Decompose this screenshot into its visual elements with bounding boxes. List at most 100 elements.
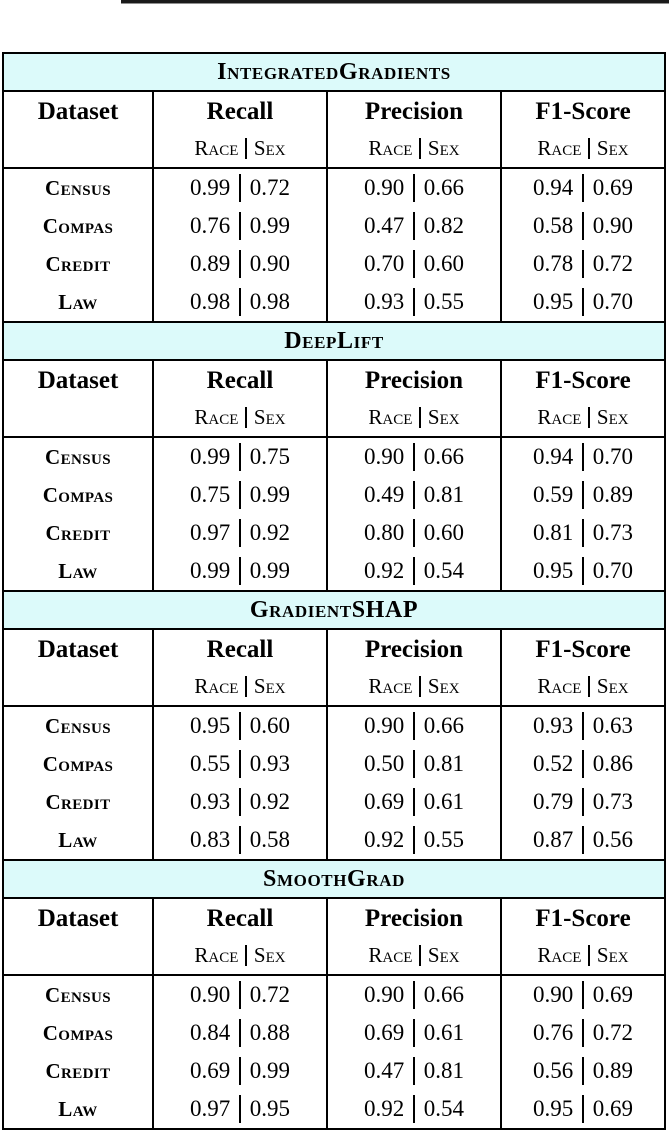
table-header-row: Dataset Recall Race Sex Precision Race S… — [4, 92, 664, 169]
dataset-name: Census — [45, 444, 111, 469]
subheader-race-sex: Race Sex — [368, 401, 459, 433]
f1-sex-value: 0.70 — [592, 444, 633, 469]
divider-bar-icon — [245, 406, 247, 428]
divider-bar-icon — [419, 944, 421, 966]
table-row: Credit 0.97 0.92 0.80 0.60 0.81 0.73 — [4, 514, 664, 552]
sex-label: Sex — [596, 405, 629, 429]
divider-bar-icon — [239, 981, 241, 1009]
subheader-race-sex: Race Sex — [368, 132, 459, 164]
dataset-name: Compas — [42, 213, 114, 238]
precision-sex-value: 0.81 — [423, 1058, 464, 1083]
metric-cell-precision: 0.92 0.55 — [328, 821, 502, 859]
precision-sex-value: 0.54 — [423, 558, 464, 583]
race-label: Race — [537, 943, 582, 967]
precision-sex-value: 0.61 — [423, 1020, 464, 1045]
dataset-cell: Law — [4, 283, 154, 321]
metric-cell-precision: 0.92 0.54 — [328, 1090, 502, 1128]
table-header-row: Dataset Recall Race Sex Precision Race S… — [4, 630, 664, 707]
f1-sex-value: 0.73 — [592, 520, 633, 545]
metric-cell-precision: 0.90 0.66 — [328, 707, 502, 745]
recall-race-value: 0.89 — [190, 251, 231, 276]
recall-sex-value: 0.72 — [249, 175, 290, 200]
subheader-race-sex: Race Sex — [194, 132, 285, 164]
precision-sex-value: 0.66 — [423, 175, 464, 200]
precision-race-value: 0.92 — [364, 1096, 405, 1121]
precision-sex-value: 0.54 — [423, 1096, 464, 1121]
f1-sex-value: 0.89 — [592, 1058, 633, 1083]
column-header-f1-score: F1-Score Race Sex — [502, 92, 664, 167]
f1-race-value: 0.95 — [533, 558, 574, 583]
dataset-cell: Law — [4, 1090, 154, 1128]
dataset-name: Compas — [42, 751, 114, 776]
recall-sex-value: 0.99 — [249, 558, 290, 583]
race-label: Race — [194, 674, 239, 698]
divider-bar-icon — [245, 675, 247, 697]
recall-race-value: 0.97 — [190, 1096, 231, 1121]
f1-sex-value: 0.72 — [592, 1020, 633, 1045]
precision-race-value: 0.69 — [364, 789, 405, 814]
recall-race-value: 0.95 — [190, 713, 231, 738]
race-label: Race — [537, 405, 582, 429]
method-band: SmoothGrad — [4, 861, 664, 899]
divider-bar-icon — [588, 675, 590, 697]
metric-cell-f1: 0.52 0.86 — [502, 745, 664, 783]
precision-sex-value: 0.55 — [423, 827, 464, 852]
divider-bar-icon — [413, 712, 415, 740]
divider-bar-icon — [582, 1019, 584, 1047]
precision-race-value: 0.90 — [364, 982, 405, 1007]
divider-bar-icon — [413, 1019, 415, 1047]
precision-sex-value: 0.60 — [423, 520, 464, 545]
metric-cell-f1: 0.59 0.89 — [502, 476, 664, 514]
sex-label: Sex — [596, 136, 629, 160]
divider-bar-icon — [239, 557, 241, 585]
divider-bar-icon — [413, 212, 415, 240]
f1-race-value: 0.52 — [533, 751, 574, 776]
precision-race-value: 0.50 — [364, 751, 405, 776]
divider-bar-icon — [582, 1057, 584, 1085]
dataset-cell: Law — [4, 821, 154, 859]
divider-bar-icon — [413, 1057, 415, 1085]
dataset-cell: Compas — [4, 207, 154, 245]
race-label: Race — [194, 943, 239, 967]
metric-cell-precision: 0.47 0.81 — [328, 1052, 502, 1090]
metric-cell-f1: 0.93 0.63 — [502, 707, 664, 745]
divider-bar-icon — [413, 1095, 415, 1123]
dataset-name: Credit — [45, 520, 111, 545]
divider-bar-icon — [413, 750, 415, 778]
divider-bar-icon — [419, 406, 421, 428]
column-header-dataset: Dataset — [4, 899, 154, 974]
recall-sex-value: 0.60 — [249, 713, 290, 738]
column-header-recall: Recall Race Sex — [154, 899, 328, 974]
precision-race-value: 0.90 — [364, 444, 405, 469]
method-band: DeepLift — [4, 323, 664, 361]
dataset-name: Law — [58, 827, 98, 852]
recall-race-value: 0.98 — [190, 289, 231, 314]
precision-sex-value: 0.81 — [423, 751, 464, 776]
metric-cell-recall: 0.93 0.92 — [154, 783, 328, 821]
metric-cell-precision: 0.69 0.61 — [328, 1014, 502, 1052]
metric-cell-f1: 0.79 0.73 — [502, 783, 664, 821]
table-row: Census 0.90 0.72 0.90 0.66 0.90 0.69 — [4, 976, 664, 1014]
metric-cell-precision: 0.69 0.61 — [328, 783, 502, 821]
divider-bar-icon — [413, 250, 415, 278]
precision-column-label: Precision — [364, 98, 464, 125]
table-row: Credit 0.69 0.99 0.47 0.81 0.56 0.89 — [4, 1052, 664, 1090]
metric-cell-f1: 0.95 0.70 — [502, 552, 664, 590]
column-header-f1-score: F1-Score Race Sex — [502, 361, 664, 436]
divider-bar-icon — [582, 981, 584, 1009]
dataset-cell: Credit — [4, 1052, 154, 1090]
dataset-cell: Census — [4, 438, 154, 476]
sex-label: Sex — [253, 943, 286, 967]
dataset-cell: Law — [4, 552, 154, 590]
metric-cell-recall: 0.99 0.99 — [154, 552, 328, 590]
recall-race-value: 0.69 — [190, 1058, 231, 1083]
sex-label: Sex — [427, 943, 460, 967]
precision-race-value: 0.92 — [364, 827, 405, 852]
metric-cell-precision: 0.50 0.81 — [328, 745, 502, 783]
recall-sex-value: 0.93 — [249, 751, 290, 776]
race-label: Race — [537, 136, 582, 160]
precision-race-value: 0.70 — [364, 251, 405, 276]
divider-bar-icon — [239, 288, 241, 316]
dataset-cell: Compas — [4, 745, 154, 783]
metric-cell-precision: 0.92 0.54 — [328, 552, 502, 590]
